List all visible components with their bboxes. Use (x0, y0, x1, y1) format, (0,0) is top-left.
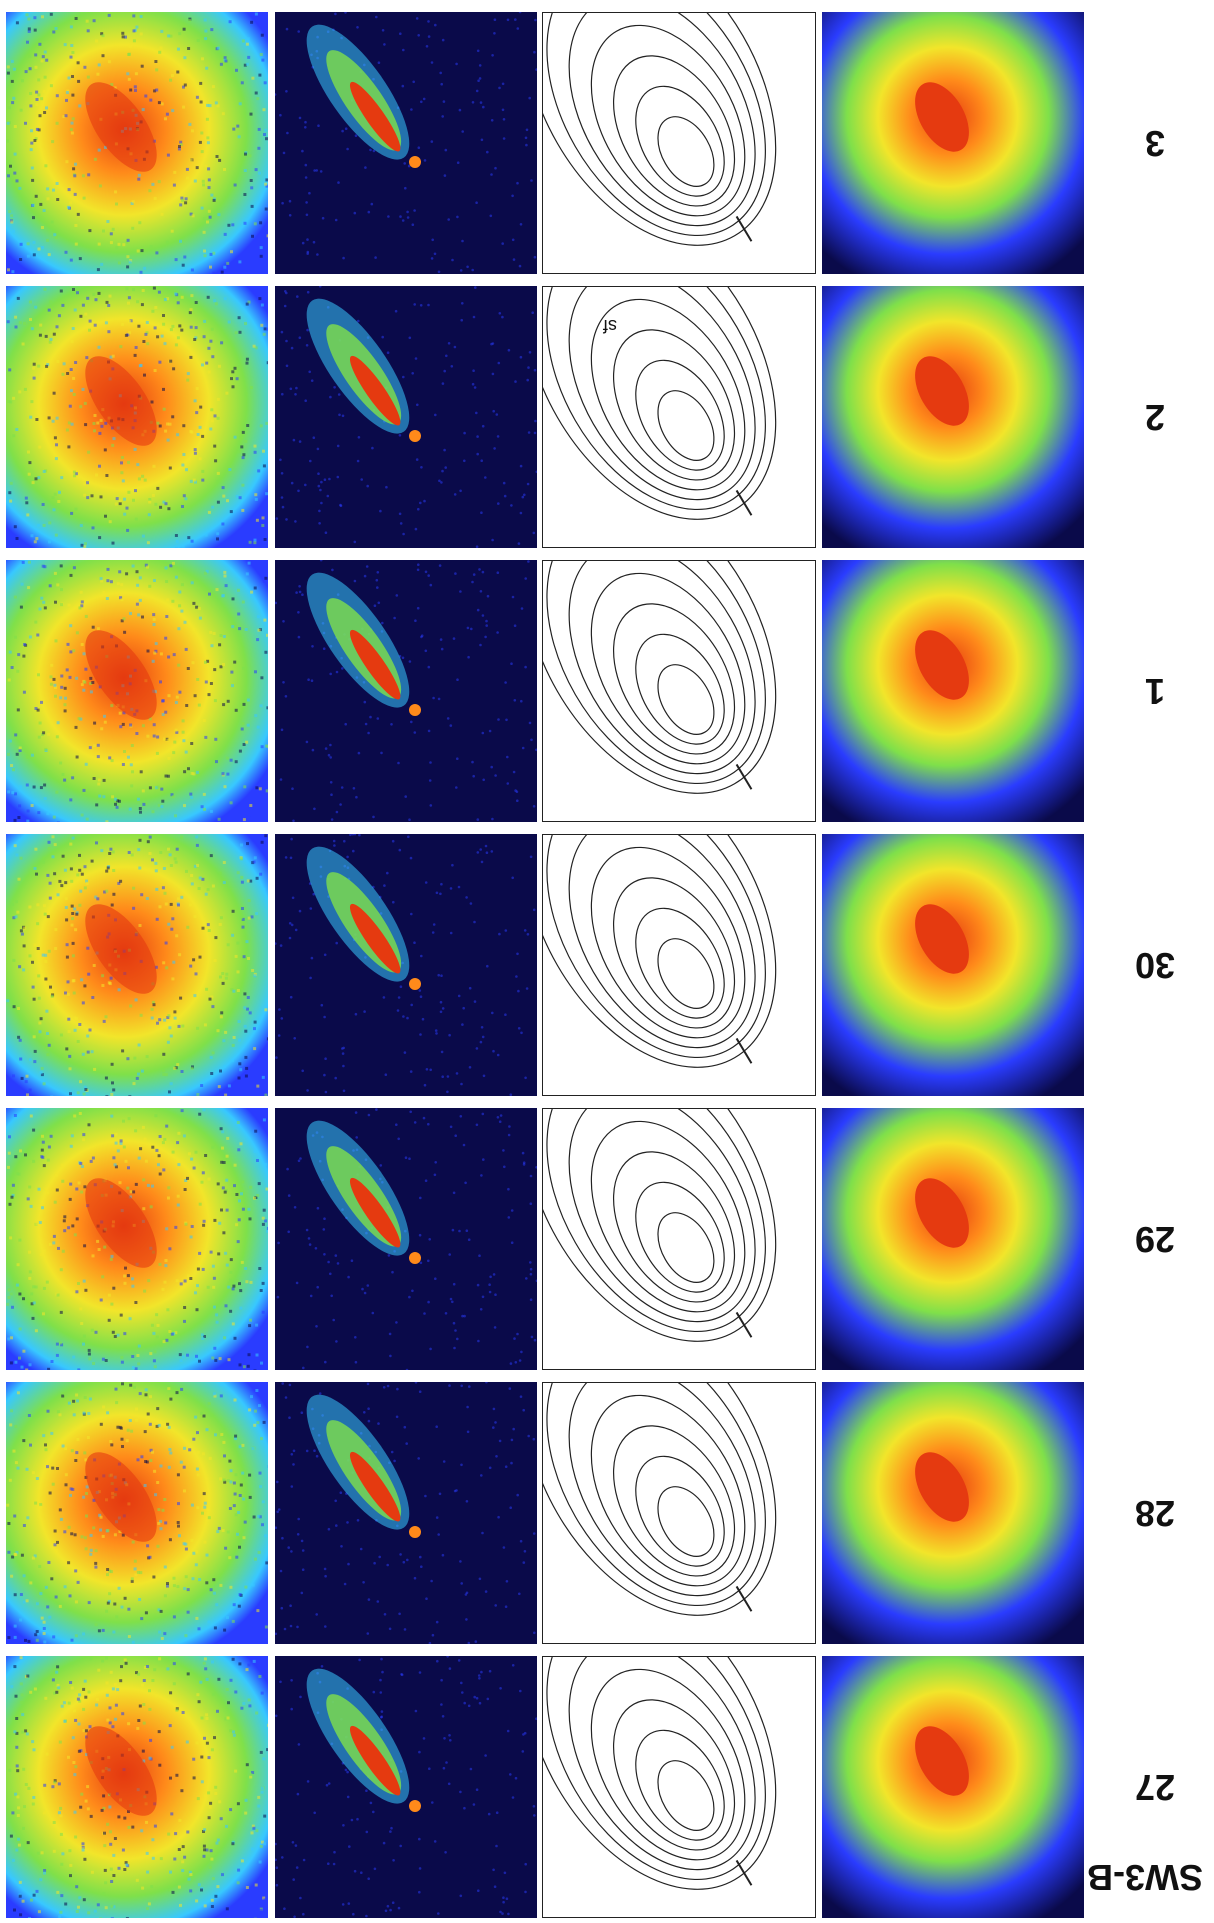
date-label: 30 (1134, 945, 1176, 986)
model-image-panel (822, 560, 1084, 822)
color-image-panel (6, 834, 268, 1096)
contour-plot-panel (542, 1382, 816, 1644)
date-label: 1 (1144, 671, 1166, 712)
model-image-panel (822, 1656, 1084, 1918)
observation-row: 27 (0, 1656, 1214, 1918)
model-image-panel (822, 1382, 1084, 1644)
fragment-annotation: sf (603, 316, 618, 336)
model-image-panel (822, 1108, 1084, 1370)
contour-plot-panel (542, 1108, 816, 1370)
contour-plot-panel (542, 560, 816, 822)
figure-title: SW3-B (1087, 1857, 1203, 1898)
enhanced-image-panel (275, 834, 537, 1096)
color-image-panel (6, 1108, 268, 1370)
date-label: 27 (1134, 1767, 1176, 1808)
observation-row: sf 2 (0, 286, 1214, 548)
color-image-panel (6, 1656, 268, 1918)
contour-plot-panel (542, 834, 816, 1096)
date-label: 3 (1144, 123, 1166, 164)
enhanced-image-panel (275, 1382, 537, 1644)
model-image-panel (822, 12, 1084, 274)
observation-row: 30 (0, 834, 1214, 1096)
date-label: 29 (1134, 1219, 1176, 1260)
observation-row: 28 (0, 1382, 1214, 1644)
enhanced-image-panel (275, 560, 537, 822)
color-image-panel (6, 560, 268, 822)
enhanced-image-panel (275, 286, 537, 548)
observation-row: 3 (0, 12, 1214, 274)
date-label: 2 (1144, 397, 1166, 438)
model-image-panel (822, 286, 1084, 548)
enhanced-image-panel (275, 1108, 537, 1370)
date-label: 28 (1134, 1493, 1176, 1534)
enhanced-image-panel (275, 12, 537, 274)
model-image-panel (822, 834, 1084, 1096)
observation-row: 29 (0, 1108, 1214, 1370)
contour-plot-panel (542, 1656, 816, 1918)
color-image-panel (6, 1382, 268, 1644)
color-image-panel (6, 286, 268, 548)
contour-plot-panel: sf (542, 286, 816, 548)
contour-plot-panel (542, 12, 816, 274)
observation-row: 1 (0, 560, 1214, 822)
enhanced-image-panel (275, 1656, 537, 1918)
color-image-panel (6, 12, 268, 274)
